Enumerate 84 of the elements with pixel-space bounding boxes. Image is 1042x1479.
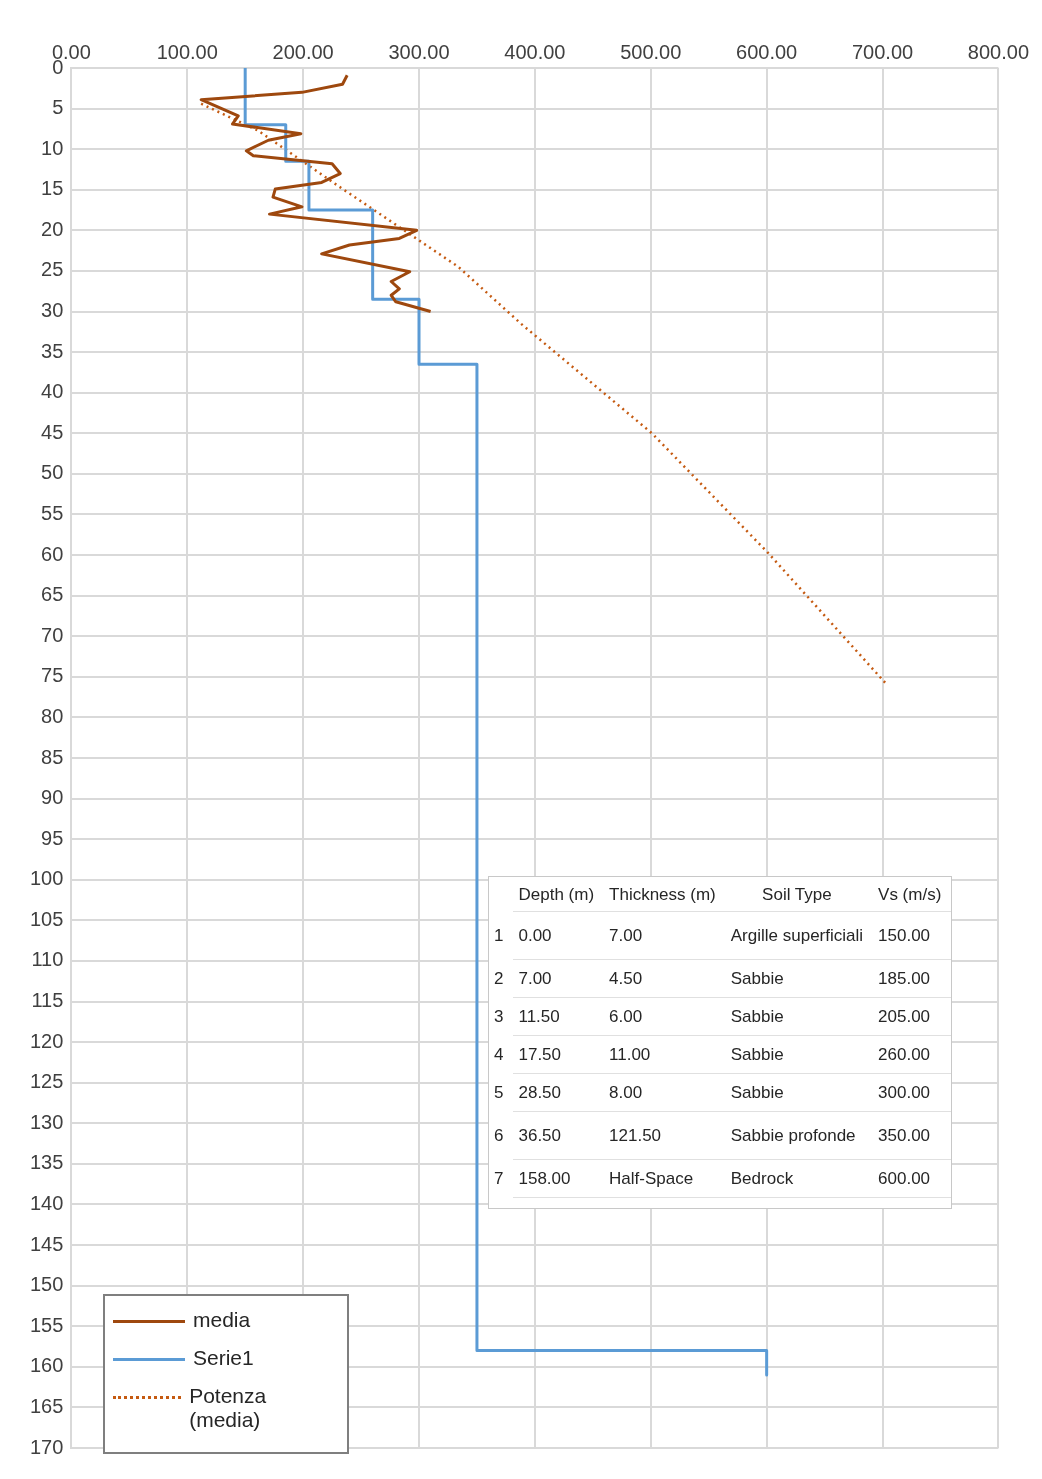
x-tick-label: 800.00 bbox=[967, 40, 1029, 63]
y-tick-label: 90 bbox=[41, 786, 64, 809]
y-tick-label: 150 bbox=[29, 1273, 64, 1296]
y-tick-label: 25 bbox=[41, 258, 64, 281]
annotation: 350.00 bbox=[873, 1111, 952, 1160]
annotation: 300.00 bbox=[873, 1073, 952, 1112]
y-tick-label: 145 bbox=[29, 1232, 64, 1255]
annotation: 3 bbox=[493, 1005, 505, 1028]
y-tick-label: 165 bbox=[29, 1394, 64, 1417]
annotation: Sabbie bbox=[725, 959, 874, 998]
annotation: 7.00 bbox=[604, 911, 726, 960]
annotation: Depth (m) bbox=[513, 879, 605, 912]
annotation: 11.00 bbox=[604, 1035, 726, 1074]
annotation: 600.00 bbox=[873, 1159, 952, 1198]
annotation: 7 bbox=[493, 1167, 505, 1190]
y-tick-label: 100 bbox=[29, 867, 64, 890]
annotation: 4.50 bbox=[604, 959, 726, 998]
y-tick-label: 20 bbox=[41, 217, 64, 240]
y-tick-label: 10 bbox=[41, 136, 64, 159]
legend-label: Serie1 bbox=[193, 1346, 254, 1370]
annotation: 28.50 bbox=[513, 1073, 605, 1112]
annotation: 11.50 bbox=[513, 997, 605, 1036]
annotation: 6.00 bbox=[604, 997, 726, 1036]
y-tick-label: 85 bbox=[41, 745, 64, 768]
x-tick-label: 500.00 bbox=[620, 40, 682, 63]
annotation: Vs (m/s) bbox=[873, 879, 952, 912]
y-tick-label: 105 bbox=[29, 907, 64, 930]
y-tick-label: 140 bbox=[29, 1191, 64, 1214]
y-tick-label: 30 bbox=[41, 299, 64, 322]
y-tick-label: 50 bbox=[41, 461, 64, 484]
y-tick-label: 170 bbox=[29, 1435, 64, 1458]
annotation: Bedrock bbox=[725, 1159, 874, 1198]
y-tick-label: 55 bbox=[41, 501, 64, 524]
x-tick-label: 200.00 bbox=[272, 40, 334, 63]
y-tick-label: 70 bbox=[41, 623, 64, 646]
annotation: 5 bbox=[493, 1081, 505, 1104]
y-tick-label: 40 bbox=[41, 380, 64, 403]
annotation: Sabbie bbox=[725, 997, 874, 1036]
x-tick-label: 300.00 bbox=[388, 40, 450, 63]
y-tick-label: 95 bbox=[41, 826, 64, 849]
annotation: 4 bbox=[493, 1043, 505, 1066]
y-tick-label: 35 bbox=[41, 339, 64, 362]
annotation: Soil Type bbox=[725, 879, 874, 912]
annotation: Half-Space bbox=[604, 1159, 726, 1198]
y-tick-label: 115 bbox=[31, 989, 64, 1012]
annotation: 7.00 bbox=[513, 959, 605, 998]
annotation: 185.00 bbox=[873, 959, 952, 998]
y-tick-label: 130 bbox=[29, 1110, 64, 1133]
annotation: 150.00 bbox=[873, 911, 952, 960]
annotation: 36.50 bbox=[513, 1111, 605, 1160]
y-tick-label: 110 bbox=[31, 948, 64, 971]
y-tick-label: 120 bbox=[29, 1029, 64, 1052]
x-tick-label: 100.00 bbox=[156, 40, 218, 63]
annotation: 8.00 bbox=[604, 1073, 726, 1112]
y-tick-label: 155 bbox=[29, 1313, 64, 1336]
annotation: 260.00 bbox=[873, 1035, 952, 1074]
annotation: 158.00 bbox=[513, 1159, 605, 1198]
y-tick-label: 65 bbox=[41, 583, 64, 606]
legend-label: media bbox=[193, 1308, 251, 1332]
annotation: 1 bbox=[493, 924, 505, 947]
annotation: 205.00 bbox=[873, 997, 952, 1036]
annotation: Sabbie bbox=[725, 1035, 874, 1074]
y-tick-label: 75 bbox=[41, 664, 64, 687]
y-tick-label: 160 bbox=[29, 1354, 64, 1377]
y-tick-label: 135 bbox=[29, 1151, 64, 1174]
annotation: Sabbie profonde bbox=[725, 1111, 874, 1160]
annotation: 0.00 bbox=[513, 911, 605, 960]
legend-label: Potenza (media) bbox=[189, 1384, 268, 1432]
y-tick-label: 80 bbox=[41, 704, 64, 727]
x-tick-label: 700.00 bbox=[851, 40, 914, 63]
y-tick-label: 15 bbox=[41, 177, 64, 200]
y-tick-label: 5 bbox=[52, 96, 64, 119]
y-tick-label: 45 bbox=[41, 420, 64, 443]
annotation: 121.50 bbox=[604, 1111, 726, 1160]
annotation: 6 bbox=[493, 1124, 505, 1147]
y-tick-label: 60 bbox=[41, 542, 64, 565]
annotation: 2 bbox=[493, 967, 505, 990]
annotation: Sabbie bbox=[725, 1073, 874, 1112]
y-tick-label: 125 bbox=[29, 1070, 64, 1093]
annotation: Argille superficiali bbox=[725, 911, 874, 960]
x-tick-label: 400.00 bbox=[504, 40, 566, 63]
annotation: Thickness (m) bbox=[604, 879, 726, 912]
x-tick-label: 600.00 bbox=[736, 40, 798, 63]
annotation: 17.50 bbox=[513, 1035, 605, 1074]
